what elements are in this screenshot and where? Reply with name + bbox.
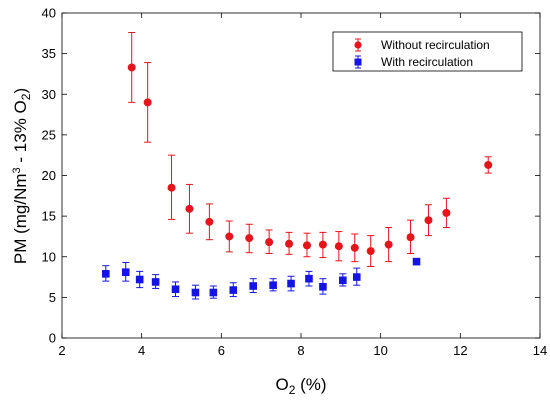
data-point	[442, 208, 451, 217]
data-point	[339, 276, 347, 285]
data-point	[102, 270, 110, 278]
data-point	[287, 279, 295, 288]
data-point	[171, 285, 180, 294]
x-tick-label: 2	[58, 343, 65, 358]
x-tick-label: 12	[453, 343, 467, 358]
data-point	[265, 238, 274, 247]
y-tick-label: 35	[42, 46, 56, 61]
data-point	[143, 98, 152, 107]
data-marks	[102, 32, 493, 300]
x-axis-label: O2 (%)	[275, 375, 326, 397]
series-with-recirculation	[102, 257, 421, 300]
data-point	[151, 278, 160, 286]
data-point	[209, 288, 218, 297]
data-point	[424, 216, 433, 225]
y-tick-label: 10	[42, 249, 56, 264]
data-point	[225, 232, 234, 241]
data-point	[167, 183, 176, 192]
y-tick-label: 0	[49, 331, 56, 346]
y-tick-label: 15	[42, 209, 56, 224]
data-point	[334, 242, 343, 251]
data-point	[245, 234, 254, 243]
x-tick-label: 8	[297, 343, 304, 358]
data-point	[269, 281, 277, 289]
legend-marker-square	[354, 58, 362, 66]
legend-label-without-recirculation: Without recirculation	[381, 38, 490, 52]
x-tick-label: 4	[138, 343, 145, 358]
y-tick-label: 40	[42, 6, 56, 21]
data-point	[205, 217, 214, 226]
legend-marker-circle	[354, 41, 362, 49]
axis-ticks	[61, 12, 541, 339]
y-tick-label: 25	[42, 127, 56, 142]
data-point	[412, 257, 421, 266]
data-point	[352, 273, 361, 281]
legend: Without recirculation With recirculation	[332, 31, 523, 72]
legend-entry-without-recirculation: Without recirculation	[354, 38, 490, 52]
data-point	[406, 233, 415, 242]
data-point	[127, 63, 136, 72]
data-point	[384, 240, 393, 249]
data-point	[366, 247, 375, 256]
y-axis-label: PM (mg/Nm3 - 13% O2)	[11, 88, 33, 264]
x-tick-label: 10	[373, 343, 387, 358]
data-point	[318, 240, 327, 249]
data-point	[249, 282, 257, 290]
x-tick-label: 6	[218, 343, 225, 358]
axis-tick-labels: 2 4 6 8 10 12 14 0 5 10 15 20 25 30 35 40	[42, 6, 548, 359]
series-without-recirculation	[127, 32, 493, 267]
data-point	[350, 243, 359, 252]
y-tick-label: 20	[42, 168, 56, 183]
data-point	[191, 288, 200, 297]
legend-label-with-recirculation: With recirculation	[381, 55, 473, 69]
legend-entry-with-recirculation: With recirculation	[354, 55, 473, 69]
data-point	[302, 241, 311, 250]
x-tick-label: 14	[533, 343, 547, 358]
data-point	[135, 275, 144, 284]
y-tick-label: 5	[49, 290, 56, 305]
y-tick-label: 30	[42, 87, 56, 102]
data-point	[305, 274, 313, 283]
data-point	[185, 204, 194, 213]
data-point	[484, 160, 493, 169]
data-point	[319, 283, 327, 291]
data-point	[285, 239, 294, 248]
legend-box	[332, 31, 523, 72]
data-point	[121, 268, 130, 276]
data-point	[229, 286, 238, 294]
